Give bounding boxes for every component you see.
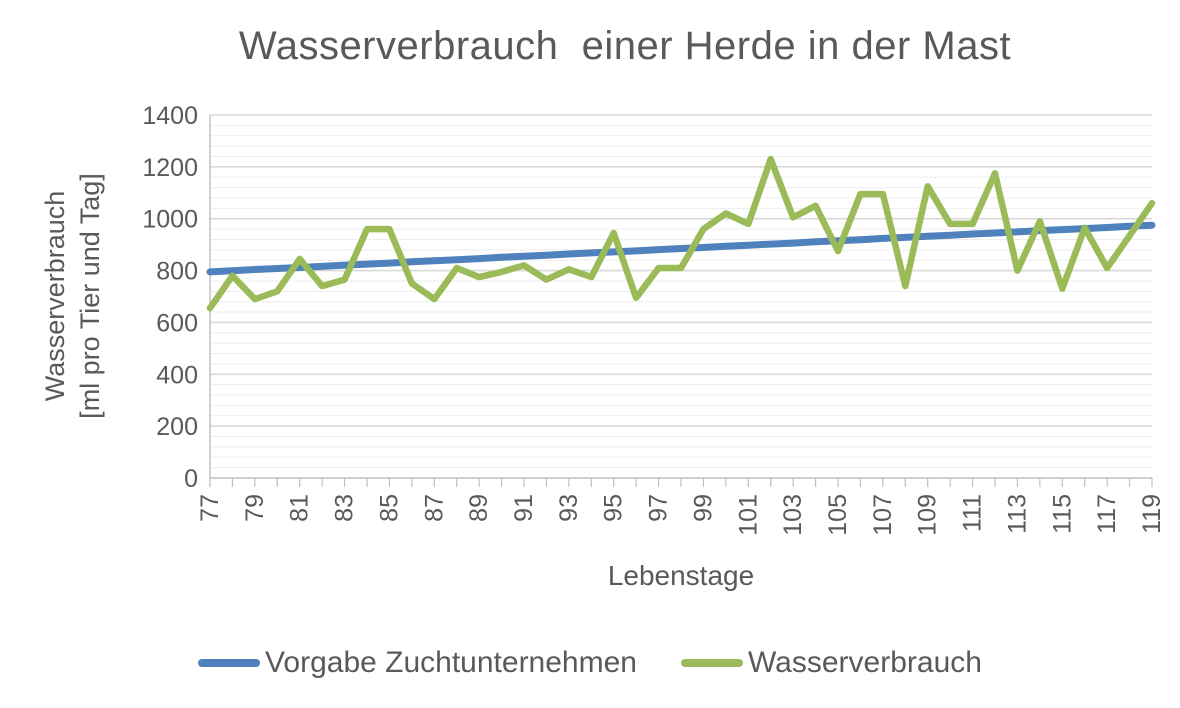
legend-label-vorgabe-zuchtunternehmen: Vorgabe Zuchtunternehmen <box>265 646 637 679</box>
x-tick-label: 97 <box>645 494 673 522</box>
x-tick-label: 87 <box>420 494 448 522</box>
y-tick-label: 1000 <box>142 206 198 234</box>
x-tick-label: 89 <box>465 494 493 522</box>
series-line-vorgabe-zuchtunternehmen <box>206 221 1156 276</box>
x-axis-title: Lebenstage <box>607 560 755 591</box>
x-tick-label: 103 <box>779 494 807 536</box>
x-tick-label: 95 <box>600 494 628 522</box>
y-tick-label: 1400 <box>142 102 198 130</box>
x-tick-label: 99 <box>689 494 717 522</box>
y-tick-label: 0 <box>184 465 198 493</box>
y-axis-title-line2: [ml pro Tier und Tag] <box>75 173 105 419</box>
y-tick-label: 200 <box>156 413 198 441</box>
x-tick-label: 107 <box>869 494 897 536</box>
x-tick-label: 93 <box>555 494 583 522</box>
y-tick-label: 600 <box>156 309 198 337</box>
legend-item-wasserverbrauch: Wasserverbrauch <box>680 646 982 680</box>
legend-swatch-vorgabe-zuchtunternehmen <box>198 659 261 667</box>
x-tick-label: 119 <box>1138 494 1166 534</box>
x-tick-label: 115 <box>1048 494 1076 534</box>
x-tick-label: 85 <box>375 494 403 522</box>
y-tick-label: 400 <box>156 361 198 389</box>
x-tick-label: 91 <box>510 494 538 522</box>
chart-title: Wasserverbrauch einer Herde in der Mast <box>238 24 1012 68</box>
series-line-wasserverbrauch <box>206 155 1156 312</box>
legend-swatch-wasserverbrauch <box>680 659 743 667</box>
x-tick-label: 101 <box>734 494 762 536</box>
x-tick-label: 79 <box>241 494 269 522</box>
legend-label-wasserverbrauch: Wasserverbrauch <box>747 646 982 679</box>
x-tick-label: 117 <box>1093 494 1121 534</box>
legend: Vorgabe Zuchtunternehmen Wasserverbrauch <box>0 646 1180 680</box>
x-tick-label: 111 <box>959 494 987 532</box>
x-tick-label: 81 <box>286 494 314 522</box>
x-tick-label: 77 <box>196 494 224 522</box>
x-tick-label: 109 <box>914 494 942 536</box>
legend-item-vorgabe-zuchtunternehmen: Vorgabe Zuchtunternehmen <box>198 646 637 680</box>
y-tick-label: 1200 <box>142 154 198 182</box>
x-tick-label: 83 <box>331 494 359 522</box>
x-tick-label: 113 <box>1003 494 1031 534</box>
y-tick-label: 800 <box>156 258 198 286</box>
x-tick-label: 105 <box>824 494 852 536</box>
y-axis-title-line1: Wasserverbrauch <box>40 191 70 402</box>
